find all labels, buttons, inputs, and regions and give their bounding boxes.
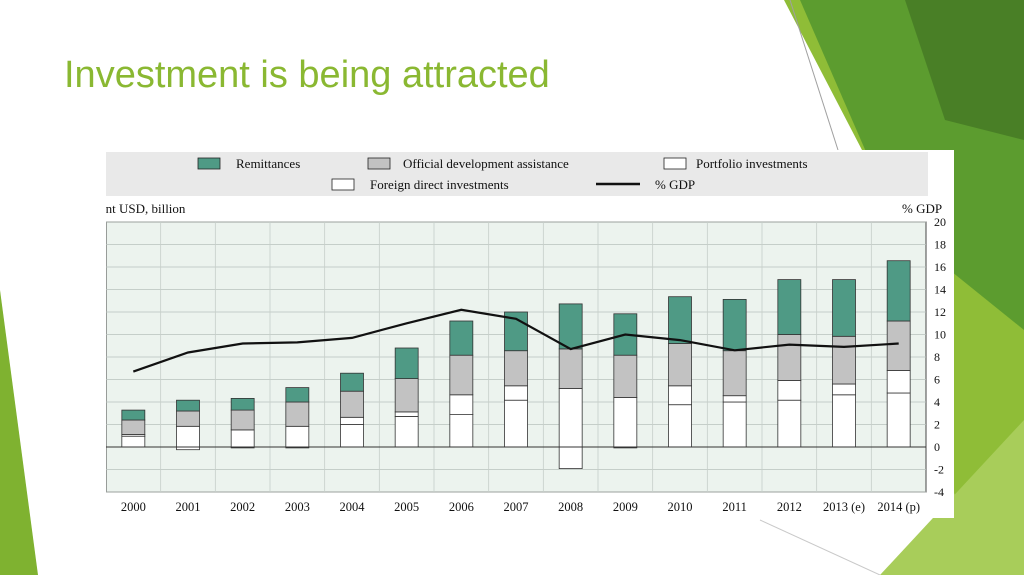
x-tick-label: 2004: [340, 500, 366, 514]
bar-segment-official-development-assistance: [777, 334, 802, 381]
bar-segment-remittances: [722, 298, 747, 352]
legend-background: [106, 152, 928, 196]
y-tick-right: 10: [934, 328, 946, 342]
x-tick-label: 2006: [449, 500, 474, 514]
bar-segment-remittances: [558, 303, 583, 350]
bar-segment-foreign-direct-investments: [449, 414, 474, 448]
bar-segment-portfolio-investments: [722, 395, 747, 403]
legend-swatch-oda: [367, 157, 391, 170]
bar-segment-remittances: [285, 387, 310, 403]
bar-segment-foreign-direct-investments: [558, 388, 583, 448]
bar-segment-foreign-direct-investments: [504, 399, 528, 448]
bar-segment-remittances: [176, 399, 200, 412]
bar-segment-official-development-assistance: [613, 354, 638, 398]
bar-segment-foreign-direct-investments: [176, 425, 200, 448]
bar-segment-remittances: [449, 320, 474, 356]
x-tick-label: 2001: [176, 500, 201, 514]
x-tick-label: 2007: [504, 500, 529, 514]
bar-segment-foreign-direct-investments: [394, 415, 419, 448]
y-tick-right: 4: [934, 395, 940, 409]
bar-segment-official-development-assistance: [340, 390, 364, 418]
bar-segment-foreign-direct-investments: [722, 401, 747, 448]
stacked-bar-chart: Remittances Official development assista…: [76, 152, 946, 514]
bar-segment-remittances: [886, 260, 911, 322]
x-tick-label: 2011: [722, 500, 747, 514]
x-tick-label: 2012: [777, 500, 802, 514]
x-tick-label: 2009: [613, 500, 638, 514]
legend-label-gdp: % GDP: [655, 177, 695, 192]
bar-segment-remittances: [121, 409, 146, 421]
bar-segment-portfolio-investments: [394, 411, 419, 417]
bar-segment-official-development-assistance: [886, 320, 911, 371]
x-tick-label: 2000: [121, 500, 146, 514]
y-tick-right: 8: [934, 350, 940, 364]
bar-segment-remittances: [230, 397, 255, 411]
legend-swatch-portfolio: [663, 157, 687, 170]
bar-segment-portfolio-investments: [504, 385, 528, 401]
y-tick-right: 12: [934, 305, 946, 319]
bar-segment-official-development-assistance: [558, 348, 583, 389]
bar-segment-foreign-direct-investments: [777, 399, 802, 448]
legend-swatch-remittances: [197, 157, 221, 170]
bar-segment-foreign-direct-investments: [832, 394, 856, 448]
bar-segment-portfolio-investments: [558, 446, 583, 470]
bar-segment-portfolio-investments: [832, 383, 856, 396]
bar-segment-official-development-assistance: [285, 401, 310, 427]
bar-segment-foreign-direct-investments: [886, 392, 911, 448]
y-tick-right: -4: [934, 485, 944, 499]
x-tick-label: 2014 (p): [877, 500, 920, 514]
bar-segment-official-development-assistance: [504, 350, 528, 387]
bar-segment-official-development-assistance: [449, 354, 474, 396]
x-tick-label: 2003: [285, 500, 310, 514]
y-axis-left-label: Current USD, billion: [106, 201, 186, 216]
bar-segment-portfolio-investments: [886, 370, 911, 394]
y-tick-right: 6: [934, 373, 940, 387]
bar-segment-remittances: [777, 279, 802, 335]
bar-segment-portfolio-investments: [449, 394, 474, 416]
bar-segment-official-development-assistance: [668, 343, 692, 387]
plot-area: 250200150100500-5020181614121086420-2-42…: [77, 215, 946, 514]
legend: Remittances Official development assista…: [106, 152, 928, 196]
bar-segment-official-development-assistance: [230, 409, 255, 431]
bar-segment-remittances: [668, 296, 692, 344]
bar-segment-foreign-direct-investments: [340, 424, 364, 448]
x-tick-label: 2010: [668, 500, 693, 514]
bar-segment-remittances: [394, 347, 419, 380]
y-tick-right: 16: [934, 260, 946, 274]
bar-segment-foreign-direct-investments: [613, 397, 638, 448]
bar-segment-portfolio-investments: [777, 379, 802, 401]
bar-segment-foreign-direct-investments: [668, 404, 692, 448]
x-tick-label: 2002: [230, 500, 255, 514]
bar-segment-remittances: [340, 372, 364, 392]
y-tick-right: 2: [934, 418, 940, 432]
bar-segment-official-development-assistance: [832, 335, 856, 385]
chart-panel: Remittances Official development assista…: [76, 150, 954, 518]
bar-segment-official-development-assistance: [176, 410, 200, 427]
x-tick-label: 2008: [558, 500, 583, 514]
legend-label-portfolio: Portfolio investments: [696, 156, 808, 171]
bar-segment-remittances: [832, 279, 856, 337]
legend-label-fdi: Foreign direct investments: [370, 177, 509, 192]
bar-segment-official-development-assistance: [394, 378, 419, 413]
x-tick-label: 2005: [394, 500, 419, 514]
bar-segment-portfolio-investments: [340, 416, 364, 425]
legend-swatch-fdi: [331, 178, 355, 191]
bar-segment-official-development-assistance: [121, 419, 146, 435]
y-tick-right: 14: [934, 283, 946, 297]
bar-segment-foreign-direct-investments: [230, 429, 255, 448]
legend-label-remittances: Remittances: [236, 156, 300, 171]
x-tick-label: 2013 (e): [823, 500, 865, 514]
slide-title: Investment is being attracted: [64, 54, 550, 96]
bar-segment-portfolio-investments: [668, 385, 692, 406]
legend-label-oda: Official development assistance: [403, 156, 569, 171]
bar-segment-foreign-direct-investments: [121, 435, 146, 448]
bar-segment-foreign-direct-investments: [285, 425, 310, 448]
gdp-line: [132, 308, 899, 373]
y-tick-right: -2: [934, 463, 944, 477]
y-axis-right-label: % GDP: [902, 201, 942, 216]
y-tick-right: 20: [934, 215, 946, 229]
y-tick-right: 18: [934, 238, 946, 252]
bar-segment-official-development-assistance: [722, 350, 747, 397]
y-tick-right: 0: [934, 440, 940, 454]
